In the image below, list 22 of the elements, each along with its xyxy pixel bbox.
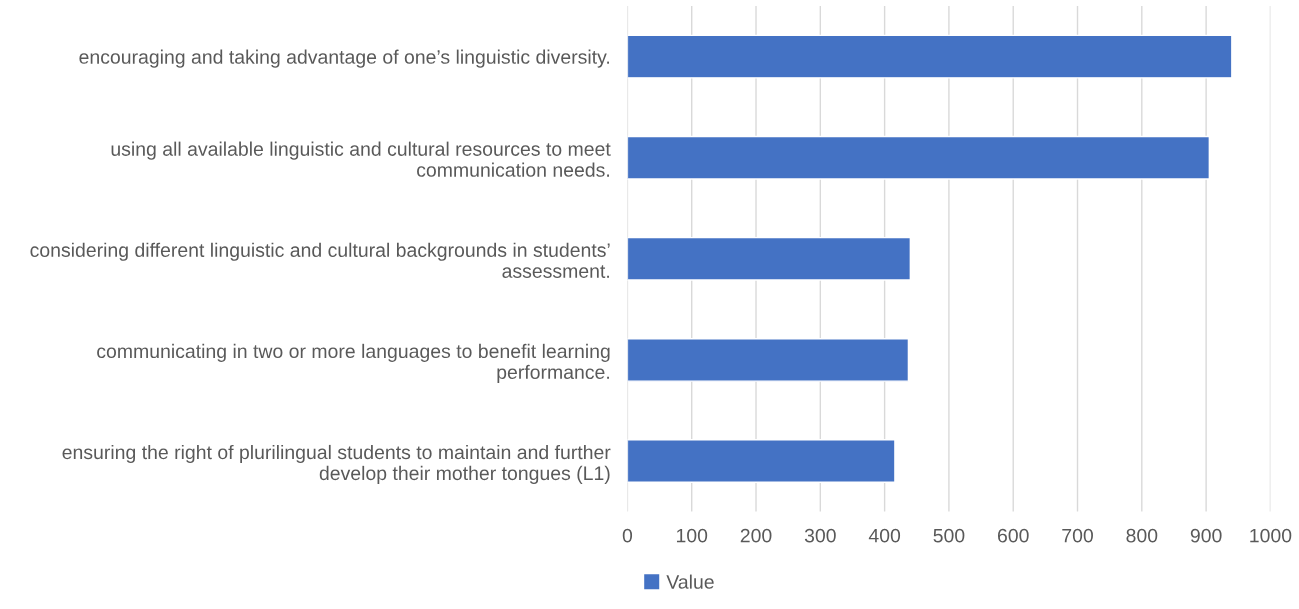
x-tick-label: 500 bbox=[933, 528, 965, 543]
y-tick-label: encouraging and taking advantage of one’s linguistic diversity. bbox=[79, 49, 610, 68]
y-tick-label: communicating in two or more languages to benefit learning performance. bbox=[97, 343, 610, 383]
x-tick-label: 200 bbox=[740, 528, 772, 543]
bar bbox=[627, 337, 910, 382]
x-tick-label: 800 bbox=[1126, 528, 1158, 543]
y-tick-label: using all available linguistic and cultural resources to meet communication needs. bbox=[111, 141, 611, 177]
bar bbox=[627, 34, 1233, 79]
bar bbox=[627, 439, 896, 483]
y-tick-label: ensuring the right of plurilingual students to maintain and further develop their mother tongues (L1) bbox=[62, 444, 611, 484]
x-tick-label: 300 bbox=[804, 528, 836, 543]
legend-label: Value bbox=[666, 574, 714, 589]
x-tick-label: 700 bbox=[1062, 528, 1093, 543]
bar bbox=[627, 135, 1211, 180]
x-tick-label: 1000 bbox=[1250, 528, 1292, 543]
x-tick-label: 0 bbox=[622, 528, 633, 543]
x-tick-label: 400 bbox=[868, 528, 901, 543]
x-tick-label: 600 bbox=[997, 528, 1029, 543]
bar bbox=[627, 236, 912, 281]
x-tick-label: 900 bbox=[1190, 528, 1222, 543]
x-tick-label: 100 bbox=[676, 528, 708, 543]
y-tick-label: considering different linguistic and cultural backgrounds in students’ assessment. bbox=[30, 242, 610, 278]
